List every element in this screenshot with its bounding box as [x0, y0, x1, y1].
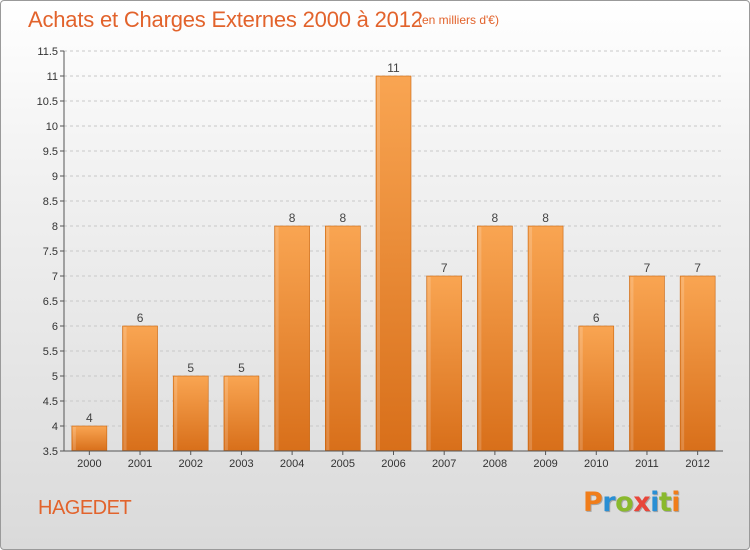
bar-2011 [629, 275, 665, 452]
data-label: 7 [644, 261, 651, 275]
bar-highlight [326, 227, 330, 450]
bar-highlight [579, 327, 583, 450]
y-tick-label: 9.5 [43, 146, 58, 158]
logo-letter: o [615, 487, 634, 518]
y-tick-label: 8.5 [43, 196, 58, 208]
y-tick-label: 4 [52, 421, 58, 433]
y-tick-label: 7.5 [43, 246, 58, 258]
bar-2009 [527, 225, 564, 452]
bar-highlight [224, 377, 228, 450]
x-tick-label: 2010 [584, 458, 608, 470]
bar-highlight [174, 377, 178, 450]
bar-2010 [578, 325, 615, 452]
bar-2000 [71, 425, 108, 452]
bar-highlight [478, 227, 482, 450]
y-tick-label: 8 [52, 221, 58, 233]
x-tick-label: 2012 [685, 458, 709, 470]
logo-letter: t [658, 487, 672, 518]
x-tick-label: 2002 [178, 458, 202, 470]
bar-2012 [679, 275, 716, 452]
y-tick-label: 7 [52, 271, 58, 283]
chart-title: Achats et Charges Externes 2000 à 2012 [28, 7, 423, 32]
logo-letter: i [671, 487, 681, 518]
bar-highlight [681, 277, 685, 450]
bar-2004 [274, 225, 310, 452]
data-label: 6 [137, 311, 144, 325]
data-label: 7 [441, 261, 448, 275]
bar-highlight [427, 277, 431, 450]
logo-letter: P [583, 487, 603, 518]
x-tick-label: 2007 [432, 458, 456, 470]
bar-highlight [275, 227, 279, 450]
data-label: 8 [339, 211, 346, 225]
logo-letter: x [633, 487, 651, 518]
y-tick-label: 11.5 [37, 46, 58, 58]
y-tick-label: 4.5 [43, 396, 58, 408]
logo-letter: r [602, 487, 616, 518]
x-tick-label: 2011 [635, 458, 659, 470]
bar-highlight [377, 77, 380, 450]
x-tick-label: 2003 [229, 458, 253, 470]
data-label: 11 [387, 61, 400, 75]
y-tick-label: 9 [52, 171, 58, 183]
x-tick-label: 2009 [533, 458, 557, 470]
chart-subtitle: (en milliers d'€) [418, 13, 499, 27]
bar-highlight [72, 427, 76, 450]
y-tick-label: 6.5 [43, 296, 58, 308]
y-tick-label: 6 [52, 321, 58, 333]
y-tick-label: 10.5 [37, 96, 58, 108]
bar-highlight [630, 277, 634, 450]
y-tick-label: 11 [47, 71, 58, 83]
y-tick-label: 10 [46, 121, 58, 133]
data-label: 8 [289, 211, 296, 225]
data-label: 4 [86, 411, 93, 425]
data-label: 5 [187, 361, 194, 375]
bar-highlight [529, 227, 533, 450]
data-label: 7 [694, 261, 701, 275]
x-tick-label: 2001 [128, 458, 152, 470]
place-name: HAGEDET [38, 497, 132, 519]
y-tick-label: 5 [52, 371, 58, 383]
x-tick-label: 2006 [381, 458, 405, 470]
bar-2003 [223, 375, 260, 452]
proxiti-logo: Proxiti [583, 487, 681, 518]
logo-letter: i [650, 487, 659, 518]
y-tick-label: 5.5 [43, 346, 58, 358]
bar-2007 [426, 275, 462, 452]
y-tick-label: 3.5 [43, 446, 58, 458]
bar-2001 [122, 325, 158, 452]
bar-2002 [172, 375, 209, 452]
data-label: 8 [542, 211, 549, 225]
bar-highlight [123, 327, 127, 450]
x-tick-label: 2005 [331, 458, 355, 470]
data-label: 5 [238, 361, 245, 375]
data-label: 6 [593, 311, 600, 325]
bar-2005 [325, 225, 361, 452]
bar-2006 [375, 75, 412, 452]
data-label: 8 [492, 211, 499, 225]
bar-2008 [477, 225, 513, 452]
x-tick-label: 2004 [280, 458, 304, 470]
x-tick-label: 2000 [77, 458, 101, 470]
x-tick-label: 2008 [483, 458, 507, 470]
